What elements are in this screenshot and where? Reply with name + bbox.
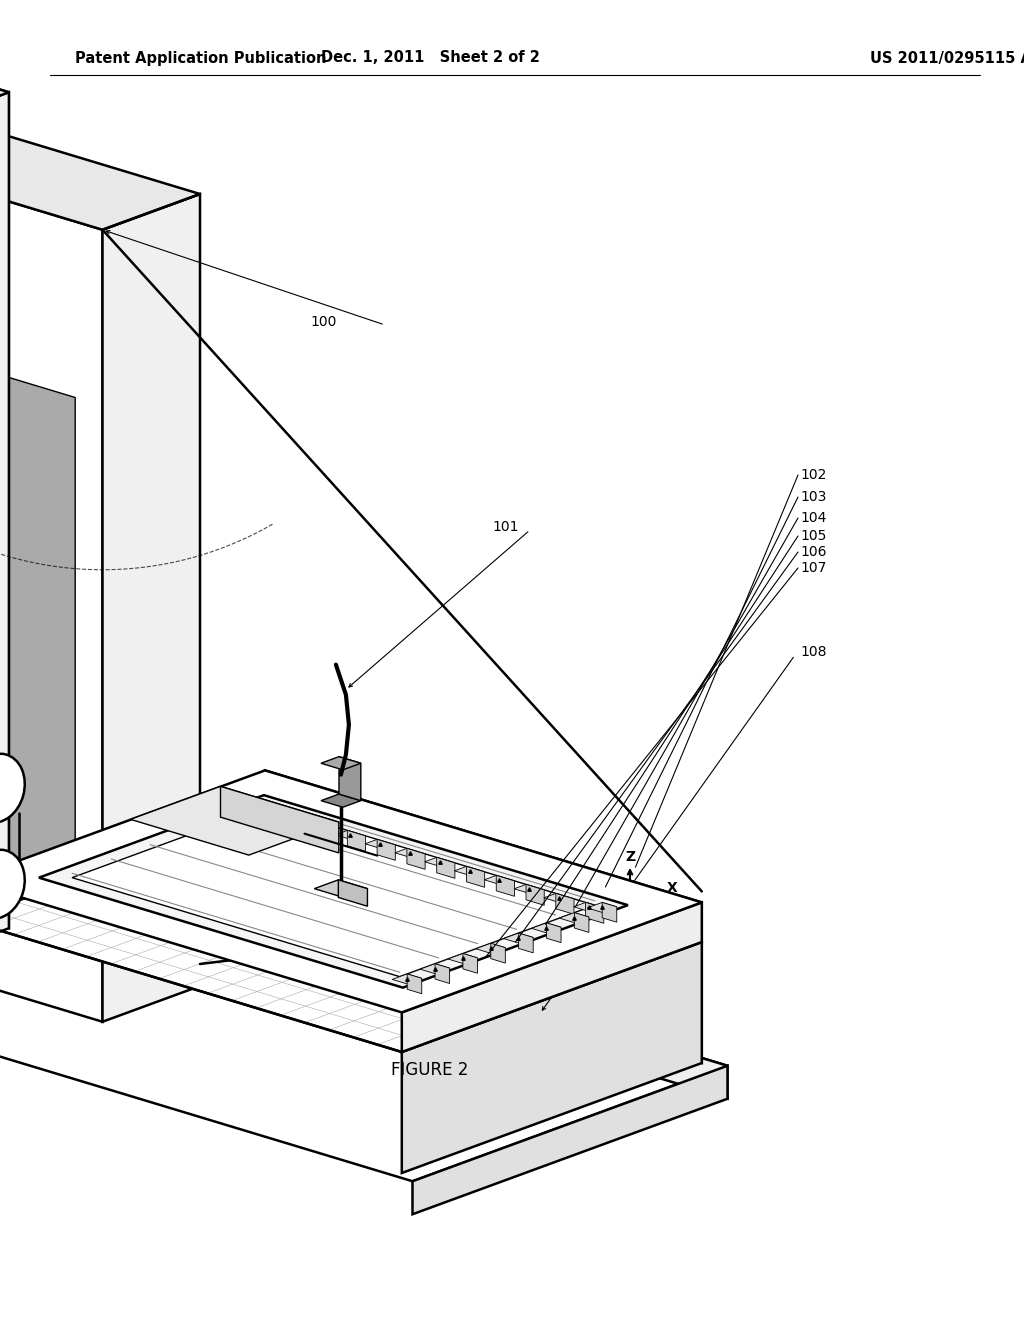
Polygon shape (102, 194, 200, 1022)
Text: 101: 101 (492, 520, 518, 535)
Polygon shape (366, 840, 395, 849)
Text: US 2011/0295115 A1: US 2011/0295115 A1 (870, 50, 1024, 66)
Ellipse shape (0, 850, 25, 919)
Polygon shape (392, 974, 422, 983)
Polygon shape (335, 830, 366, 841)
Polygon shape (39, 795, 628, 987)
Polygon shape (407, 849, 425, 870)
Polygon shape (0, 65, 9, 123)
Text: Z: Z (625, 850, 635, 865)
Text: 108: 108 (800, 645, 826, 659)
Polygon shape (490, 944, 505, 964)
Polygon shape (408, 974, 422, 994)
Polygon shape (317, 821, 336, 842)
Polygon shape (305, 821, 336, 832)
Text: 100: 100 (310, 315, 336, 329)
Polygon shape (321, 756, 360, 770)
Polygon shape (514, 884, 544, 895)
Polygon shape (447, 953, 477, 964)
Polygon shape (0, 106, 200, 230)
Polygon shape (338, 880, 368, 907)
Polygon shape (0, 326, 75, 882)
Text: 107: 107 (800, 561, 826, 576)
Polygon shape (265, 810, 701, 1063)
Text: Dec. 1, 2011   Sheet 2 of 2: Dec. 1, 2011 Sheet 2 of 2 (321, 50, 540, 66)
Polygon shape (275, 812, 306, 822)
Polygon shape (0, 810, 701, 1052)
Polygon shape (547, 923, 561, 942)
Polygon shape (0, 65, 9, 928)
Polygon shape (181, 900, 727, 1098)
Polygon shape (339, 756, 360, 801)
Polygon shape (347, 830, 366, 851)
Polygon shape (0, 771, 701, 1012)
Text: Patent Application Publication: Patent Application Publication (75, 50, 327, 66)
Polygon shape (0, 92, 9, 958)
Polygon shape (574, 912, 589, 932)
Polygon shape (413, 1065, 727, 1214)
Text: 106: 106 (800, 545, 826, 558)
Polygon shape (0, 900, 727, 1181)
Text: 105: 105 (800, 529, 826, 543)
Text: Y: Y (667, 925, 677, 939)
Polygon shape (518, 933, 534, 953)
Polygon shape (544, 894, 574, 903)
Polygon shape (573, 903, 604, 912)
Polygon shape (497, 875, 514, 896)
Text: 104: 104 (800, 511, 826, 525)
Polygon shape (130, 787, 339, 855)
Polygon shape (531, 923, 561, 933)
Polygon shape (321, 795, 360, 808)
Polygon shape (425, 858, 455, 867)
Polygon shape (556, 894, 574, 915)
Polygon shape (476, 944, 505, 953)
Polygon shape (220, 787, 339, 853)
Polygon shape (72, 807, 595, 977)
Polygon shape (288, 812, 306, 833)
Polygon shape (314, 880, 368, 898)
Text: 102: 102 (800, 469, 826, 482)
Polygon shape (436, 858, 455, 878)
Polygon shape (504, 933, 534, 942)
Polygon shape (526, 884, 544, 906)
Polygon shape (401, 903, 701, 1052)
Polygon shape (559, 912, 589, 923)
Polygon shape (587, 903, 616, 912)
Text: X: X (667, 880, 677, 895)
Text: 103: 103 (800, 490, 826, 504)
Polygon shape (265, 771, 701, 942)
Polygon shape (467, 866, 484, 887)
Polygon shape (258, 804, 276, 824)
Polygon shape (246, 804, 276, 813)
Polygon shape (586, 903, 604, 923)
Polygon shape (435, 964, 450, 983)
Polygon shape (455, 866, 484, 876)
Polygon shape (420, 964, 450, 974)
Polygon shape (484, 875, 514, 886)
Text: FIGURE 2: FIGURE 2 (391, 1061, 469, 1078)
Polygon shape (377, 840, 395, 861)
Polygon shape (395, 849, 425, 858)
Polygon shape (401, 942, 701, 1173)
Polygon shape (463, 953, 477, 973)
Ellipse shape (0, 754, 25, 822)
Polygon shape (602, 903, 616, 923)
Polygon shape (0, 141, 102, 1022)
